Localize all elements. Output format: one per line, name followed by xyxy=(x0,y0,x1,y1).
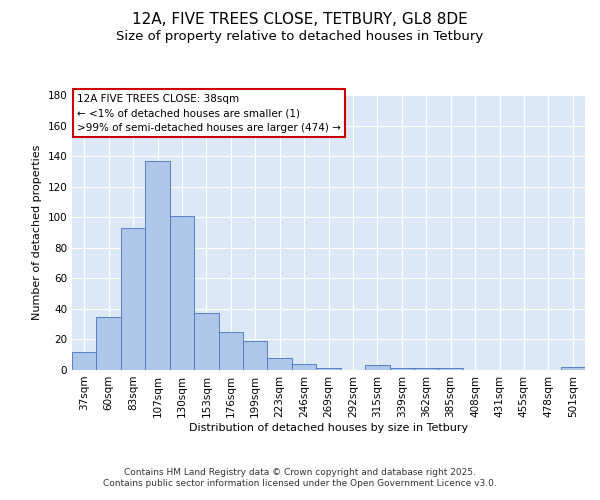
Bar xyxy=(145,160,170,370)
Text: Size of property relative to detached houses in Tetbury: Size of property relative to detached ho… xyxy=(116,30,484,43)
Bar xyxy=(439,368,463,370)
Bar xyxy=(316,368,341,370)
Bar xyxy=(121,228,145,370)
X-axis label: Distribution of detached houses by size in Tetbury: Distribution of detached houses by size … xyxy=(189,422,468,432)
Bar xyxy=(414,368,439,370)
Bar xyxy=(560,367,585,370)
Bar xyxy=(243,341,268,370)
Text: 12A FIVE TREES CLOSE: 38sqm
← <1% of detached houses are smaller (1)
>99% of sem: 12A FIVE TREES CLOSE: 38sqm ← <1% of det… xyxy=(77,94,341,133)
Bar xyxy=(72,352,97,370)
Y-axis label: Number of detached properties: Number of detached properties xyxy=(32,145,42,320)
Bar xyxy=(389,368,414,370)
Bar xyxy=(365,366,389,370)
Bar xyxy=(218,332,243,370)
Bar xyxy=(292,364,316,370)
Bar xyxy=(170,216,194,370)
Text: Contains HM Land Registry data © Crown copyright and database right 2025.
Contai: Contains HM Land Registry data © Crown c… xyxy=(103,468,497,487)
Bar xyxy=(268,358,292,370)
Bar xyxy=(194,314,218,370)
Bar xyxy=(97,316,121,370)
Text: 12A, FIVE TREES CLOSE, TETBURY, GL8 8DE: 12A, FIVE TREES CLOSE, TETBURY, GL8 8DE xyxy=(132,12,468,28)
